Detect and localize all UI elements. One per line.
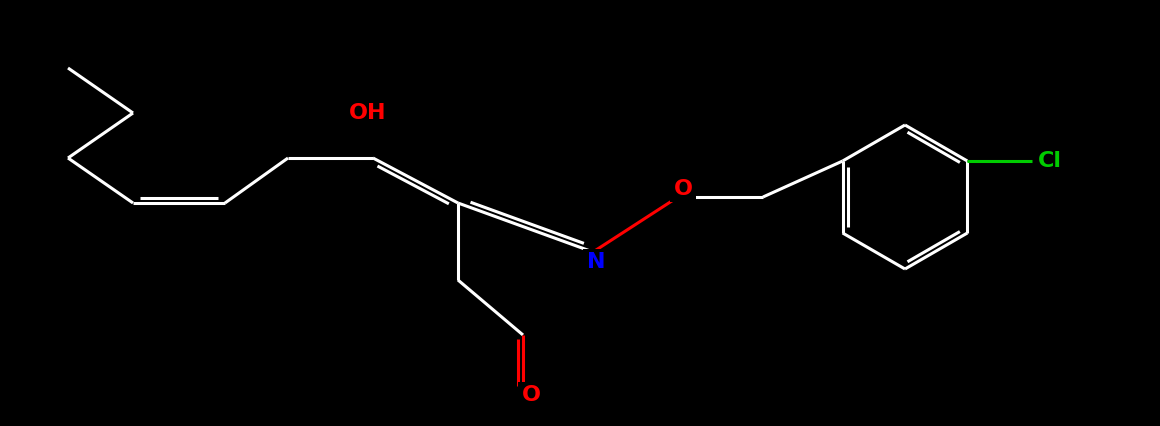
Text: N: N xyxy=(587,252,606,272)
Text: Cl: Cl xyxy=(1038,151,1063,171)
Text: O: O xyxy=(522,385,541,405)
Text: O: O xyxy=(674,179,693,199)
Text: OH: OH xyxy=(349,103,386,123)
